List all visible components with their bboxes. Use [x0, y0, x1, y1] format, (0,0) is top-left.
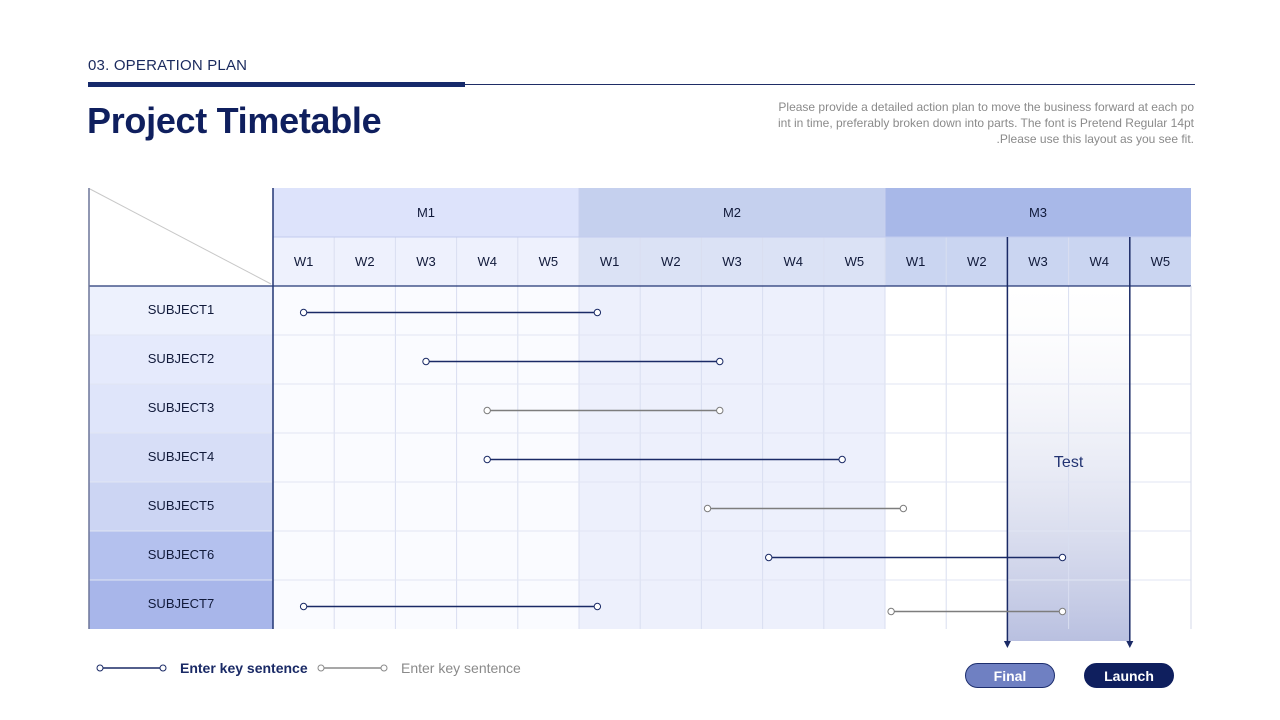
- final-milestone-button[interactable]: Final: [965, 663, 1055, 688]
- week-label: W1: [906, 254, 926, 269]
- legend-line-dark: [96, 663, 167, 673]
- legend-item-dark: Enter key sentence: [96, 660, 308, 676]
- week-label: W1: [600, 254, 620, 269]
- subject-cell: [89, 335, 273, 384]
- week-header-cell: [579, 237, 641, 286]
- subject-label: SUBJECT1: [148, 302, 214, 317]
- subject-cell: [89, 531, 273, 580]
- week-label: W5: [1151, 254, 1171, 269]
- month-label: M3: [1029, 205, 1047, 220]
- legend-item-gray: Enter key sentence: [317, 660, 521, 676]
- arrow-down-icon: [1126, 641, 1134, 648]
- subject-label: SUBJECT6: [148, 547, 214, 562]
- bar-end-node: [716, 357, 724, 366]
- bar-end-node: [899, 504, 908, 513]
- week-header-cell: [885, 237, 947, 286]
- week-header-cell: [1129, 237, 1191, 286]
- corner-diagonal: [89, 188, 272, 285]
- month-label: M1: [417, 205, 435, 220]
- week-label: W2: [661, 254, 681, 269]
- subject-cell: [89, 433, 273, 482]
- bar-start-node: [483, 455, 491, 464]
- subject-cell: [89, 286, 273, 335]
- subject-label: SUBJECT5: [148, 498, 214, 513]
- bar-end-node: [593, 308, 602, 317]
- week-label: W2: [967, 254, 987, 269]
- subject-label: SUBJECT7: [148, 596, 214, 611]
- week-header-cell: [517, 237, 579, 286]
- week-header-cell: [701, 237, 763, 286]
- section-label: 03. OPERATION PLAN: [88, 57, 248, 74]
- bar-end-node: [1058, 607, 1067, 616]
- week-header-cell: [640, 237, 702, 286]
- week-header-cell: [456, 237, 518, 286]
- week-header-cell: [1007, 237, 1069, 286]
- bar-end-node: [1058, 553, 1067, 562]
- subject-label: SUBJECT4: [148, 449, 214, 464]
- header-rule-accent: [88, 82, 465, 87]
- week-label: W2: [355, 254, 375, 269]
- week-header-cell: [395, 237, 457, 286]
- week-label: W3: [1028, 254, 1048, 269]
- month-label: M2: [723, 205, 741, 220]
- week-header-cell: [762, 237, 824, 286]
- bar-start-node: [299, 308, 308, 317]
- bar-start-node: [703, 504, 712, 513]
- subject-label: SUBJECT3: [148, 400, 214, 415]
- week-header-cell: [1068, 237, 1130, 286]
- week-label: W5: [845, 254, 865, 269]
- month-header-m2: [579, 188, 885, 237]
- bar-start-node: [422, 357, 430, 366]
- subject-cell: [89, 482, 273, 531]
- bar-end-node: [716, 406, 724, 415]
- subject-cell: [89, 384, 273, 433]
- week-header-cell: [273, 237, 335, 286]
- week-label: W4: [477, 254, 497, 269]
- week-header-cell: [334, 237, 396, 286]
- week-header-cell: [823, 237, 885, 286]
- legend-label-gray: Enter key sentence: [401, 660, 521, 676]
- description: Please provide a detailed action plan to…: [744, 99, 1194, 147]
- bar-start-node: [765, 553, 773, 562]
- header-rule: [88, 84, 1195, 85]
- test-label: Test: [1054, 454, 1084, 471]
- month-header-m3: [885, 188, 1191, 237]
- bar-start-node: [299, 602, 308, 611]
- bar-end-node: [838, 455, 846, 464]
- week-label: W1: [294, 254, 314, 269]
- week-label: W3: [416, 254, 436, 269]
- month-header-m1: [273, 188, 579, 237]
- week-label: W5: [539, 254, 559, 269]
- arrow-down-icon: [1003, 641, 1011, 648]
- week-header-cell: [946, 237, 1008, 286]
- bar-start-node: [483, 406, 491, 415]
- launch-milestone-button[interactable]: Launch: [1084, 663, 1174, 688]
- month-body-m1: [273, 286, 579, 629]
- description-line: Please provide a detailed action plan to…: [778, 100, 1194, 114]
- bar-end-node: [593, 602, 602, 611]
- page-title: Project Timetable: [87, 100, 382, 141]
- subject-cell: [89, 580, 273, 629]
- week-label: W3: [722, 254, 742, 269]
- subject-label: SUBJECT2: [148, 351, 214, 366]
- legend-label-dark: Enter key sentence: [180, 660, 308, 676]
- week-label: W4: [783, 254, 803, 269]
- bar-start-node: [887, 607, 895, 616]
- week-label: W4: [1089, 254, 1109, 269]
- month-body-m2: [579, 286, 885, 629]
- description-line: .Please use this layout as you see fit.: [996, 132, 1194, 146]
- legend-line-gray: [317, 663, 388, 673]
- description-line: int in time, preferably broken down into…: [777, 116, 1194, 130]
